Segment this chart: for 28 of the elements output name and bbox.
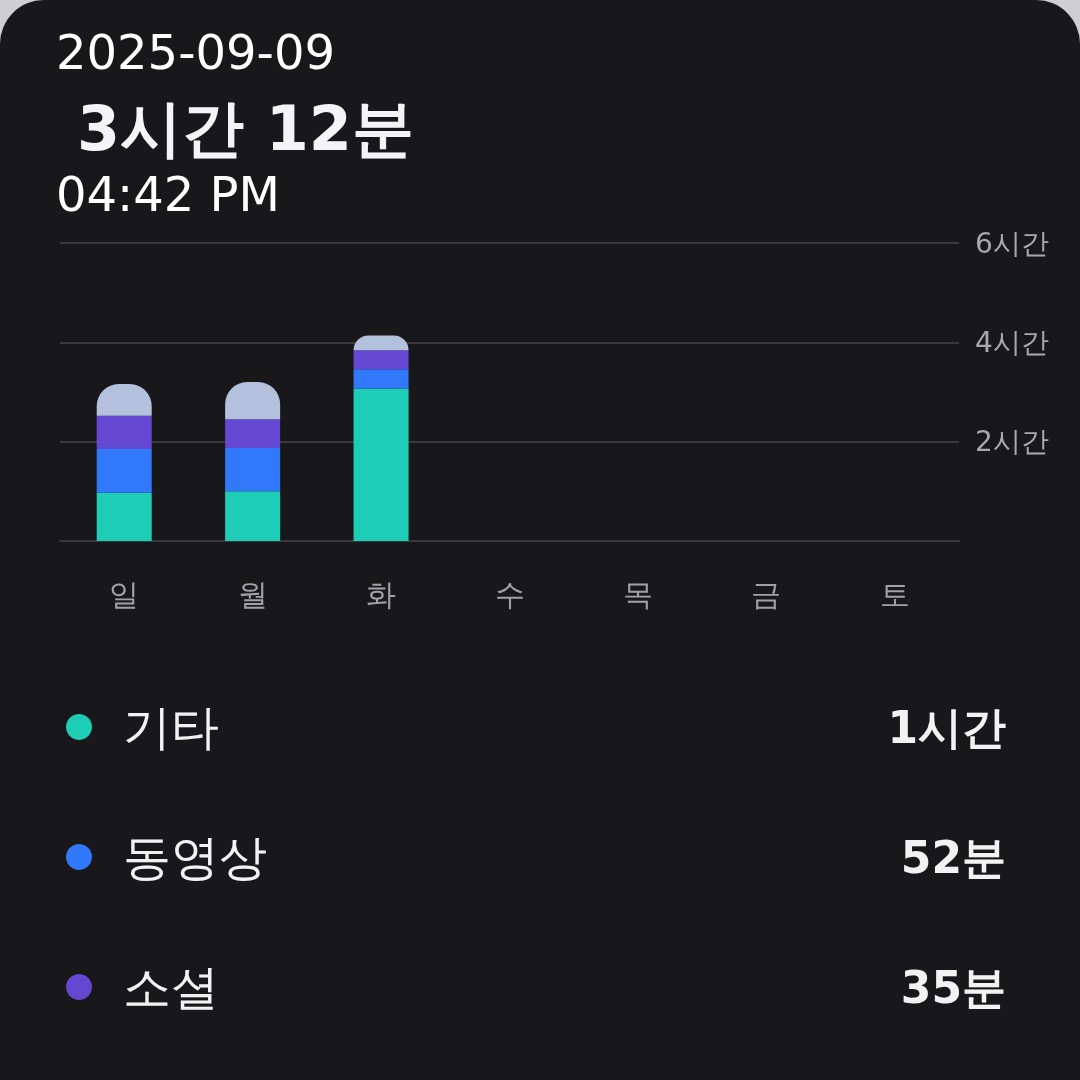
x-tick-label: 금 [751,576,782,612]
x-tick-label: 토 [879,576,910,612]
x-tick-label: 목 [622,576,653,612]
text: 1시간 [887,701,1006,753]
x-tick-label: 수 [494,576,525,612]
bar [353,369,409,389]
legend-label: 동영상 [123,829,267,885]
text: 52분 [900,831,1006,883]
x-tick-label: 월 [237,576,268,612]
text: 04:42 PM [56,166,280,222]
x-tick-label: 일 [109,576,140,612]
bar [96,415,152,450]
y-tick-label: 4시간 [975,325,1049,359]
bar [96,449,152,493]
bar [225,419,281,449]
legend-label: 소셜 [123,959,219,1015]
y-tick-label: 6시간 [975,226,1049,260]
bar [96,492,152,541]
bar [353,350,409,370]
bar [225,491,281,541]
bar [353,388,409,541]
y-tick-label: 2시간 [975,425,1049,459]
legend-label: 기타 [123,699,219,755]
bar [225,448,281,492]
text: 35분 [900,961,1006,1013]
chart-title: 3시간 12분 [77,91,415,165]
x-tick-label: 화 [366,576,397,612]
text: 2025-09-09 [56,24,335,80]
